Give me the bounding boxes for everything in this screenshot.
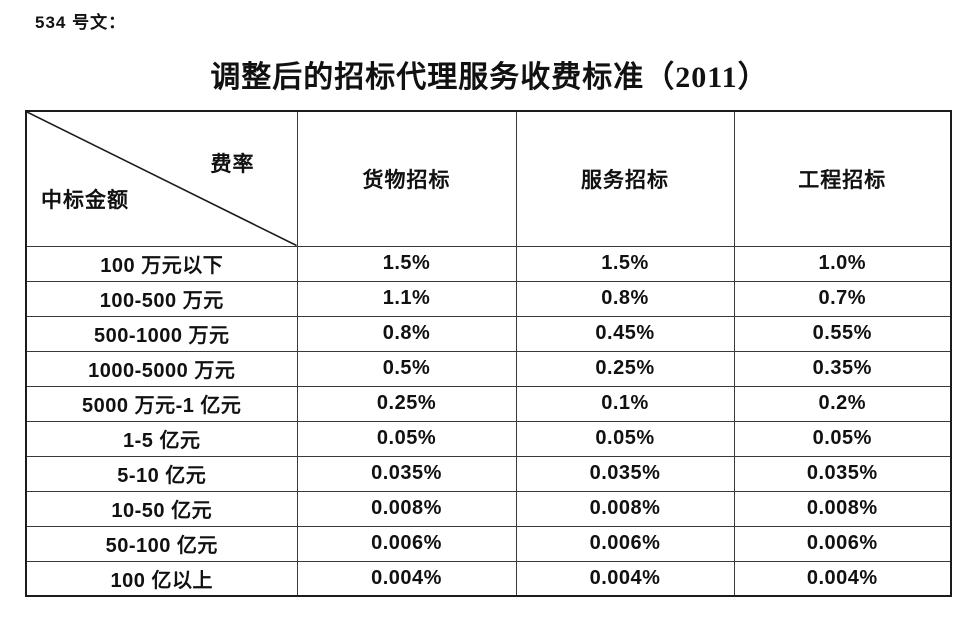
amount-range-cell: 10-50 亿元 (25, 490, 298, 527)
rate-value-cell: 0.004% (296, 560, 517, 597)
table-row: 100-500 万元 1.1% 0.8% 0.7% (25, 280, 952, 317)
table-row: 5-10 亿元 0.035% 0.035% 0.035% (25, 455, 952, 492)
rate-value-cell: 0.008% (296, 490, 517, 527)
amount-range-cell: 1000-5000 万元 (25, 350, 298, 387)
amount-range-cell: 500-1000 万元 (25, 315, 298, 352)
table-row: 10-50 亿元 0.008% 0.008% 0.008% (25, 490, 952, 527)
rate-value-cell: 0.004% (515, 560, 735, 597)
table-row: 1-5 亿元 0.05% 0.05% 0.05% (25, 420, 952, 457)
corner-label-fee-rate: 费率 (210, 152, 255, 176)
rate-value-cell: 0.8% (515, 280, 735, 317)
rate-value-cell: 0.006% (733, 525, 952, 562)
rate-value-cell: 0.35% (733, 350, 952, 387)
rate-value-cell: 1.5% (296, 245, 517, 282)
corner-label-bid-amount: 中标金额 (41, 187, 129, 212)
column-header-goods-tender: 货物招标 (296, 110, 517, 247)
amount-range-cell: 50-100 亿元 (25, 525, 298, 562)
amount-range-cell: 100 亿以上 (25, 560, 298, 597)
rate-value-cell: 0.05% (733, 420, 952, 457)
diagonal-corner-cell: 费率 中标金额 (25, 110, 298, 247)
table-header-row: 费率 中标金额 货物招标 服务招标 工程招标 (25, 110, 952, 247)
rate-value-cell: 0.8% (296, 315, 517, 352)
rate-value-cell: 1.5% (515, 245, 735, 282)
rate-value-cell: 0.55% (733, 315, 952, 352)
amount-range-cell: 5-10 亿元 (25, 455, 298, 492)
table-row: 100 万元以下 1.5% 1.5% 1.0% (25, 245, 952, 282)
fee-rate-table: 费率 中标金额 货物招标 服务招标 工程招标 100 万元以下 1.5% 1.5% 1… (25, 110, 952, 597)
rate-value-cell: 1.1% (296, 280, 517, 317)
rate-value-cell: 0.45% (515, 315, 735, 352)
rate-value-cell: 0.035% (515, 455, 735, 492)
rate-value-cell: 0.035% (296, 455, 517, 492)
table-row: 1000-5000 万元 0.5% 0.25% 0.35% (25, 350, 952, 387)
rate-value-cell: 0.5% (296, 350, 517, 387)
amount-range-cell: 100 万元以下 (25, 245, 298, 282)
table-row: 5000 万元-1 亿元 0.25% 0.1% 0.2% (25, 385, 952, 422)
rate-value-cell: 0.006% (515, 525, 735, 562)
diagonal-line (27, 112, 296, 245)
rate-value-cell: 0.05% (296, 420, 517, 457)
rate-value-cell: 0.05% (515, 420, 735, 457)
rate-value-cell: 0.035% (733, 455, 952, 492)
column-header-engineering-tender: 工程招标 (733, 110, 952, 247)
table-row: 100 亿以上 0.004% 0.004% 0.004% (25, 560, 952, 597)
rate-value-cell: 1.0% (733, 245, 952, 282)
rate-value-cell: 0.25% (515, 350, 735, 387)
amount-range-cell: 100-500 万元 (25, 280, 298, 317)
amount-range-cell: 1-5 亿元 (25, 420, 298, 457)
rate-value-cell: 0.7% (733, 280, 952, 317)
page-title: 调整后的招标代理服务收费标准（2011） (210, 61, 769, 94)
rate-value-cell: 0.2% (733, 385, 952, 422)
table-row: 50-100 亿元 0.006% 0.006% 0.006% (25, 525, 952, 562)
rate-value-cell: 0.004% (733, 560, 952, 597)
table-row: 500-1000 万元 0.8% 0.45% 0.55% (25, 315, 952, 352)
fee-table-body: 100 万元以下 1.5% 1.5% 1.0% 100-500 万元 1.1% 0.8% 0.… (25, 245, 952, 597)
column-header-service-tender: 服务招标 (515, 110, 735, 247)
doc-number-label: 534 号文： (35, 13, 127, 32)
rate-value-cell: 0.006% (296, 525, 517, 562)
rate-value-cell: 0.008% (515, 490, 735, 527)
rate-value-cell: 0.008% (733, 490, 952, 527)
rate-value-cell: 0.25% (296, 385, 517, 422)
amount-range-cell: 5000 万元-1 亿元 (25, 385, 298, 422)
rate-value-cell: 0.1% (515, 385, 735, 422)
